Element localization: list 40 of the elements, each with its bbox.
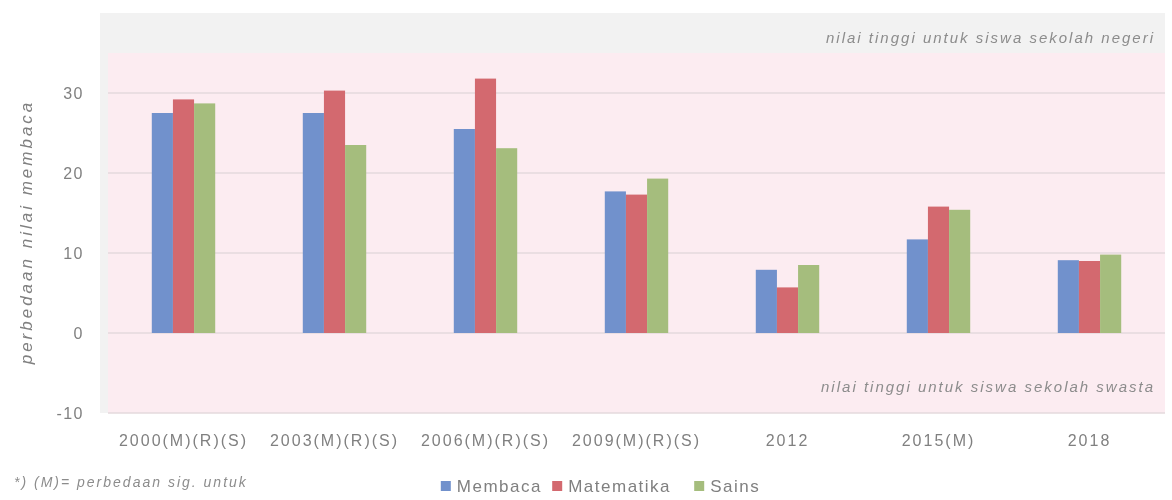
bar <box>194 103 216 333</box>
bar <box>172 99 195 333</box>
x-tick-label: 2000(M)(R)(S) <box>118 431 249 449</box>
y-tick-label: 20 <box>63 164 84 182</box>
bar <box>496 148 518 333</box>
text: *) (M)= perbedaan sig. untuk <box>14 473 248 490</box>
x-tick-label: 2015(M) <box>901 431 976 449</box>
bar <box>474 78 497 333</box>
x-tick-label: 2012 <box>765 431 810 449</box>
bar <box>798 265 820 333</box>
y-tick-label: 0 <box>73 324 84 342</box>
bar <box>302 113 324 333</box>
x-tick-label: 2006(M)(R)(S) <box>420 431 551 449</box>
x-tick-label: 2009(M)(R)(S) <box>571 431 702 449</box>
y-axis-title: perbedaan nilai membaca <box>17 99 36 366</box>
bar <box>625 194 648 333</box>
annotation: nilai tinggi untuk siswa sekolah negeri <box>826 29 1155 47</box>
bar <box>345 145 367 333</box>
bar <box>927 206 950 333</box>
y-tick-label: -10 <box>56 404 84 422</box>
annotation: nilai tinggi untuk siswa sekolah swasta <box>821 378 1155 396</box>
bar <box>1100 254 1122 333</box>
bar <box>151 113 173 333</box>
bar <box>755 269 777 333</box>
bar <box>1078 261 1101 333</box>
y-tick-label: 30 <box>63 84 84 102</box>
legend-label: Membaca <box>456 476 542 496</box>
bar <box>776 287 799 333</box>
bar <box>323 90 346 333</box>
bar <box>647 178 669 333</box>
legend-label: Matematika <box>568 476 672 496</box>
bar <box>949 209 971 333</box>
y-tick-label: 10 <box>63 244 84 262</box>
bar <box>906 239 928 333</box>
x-tick-label: 2003(M)(R)(S) <box>269 431 400 449</box>
bar <box>1057 260 1079 333</box>
bar <box>453 129 475 333</box>
bar <box>604 191 626 333</box>
x-tick-label: 2018 <box>1067 431 1112 449</box>
legend-label: Sains <box>710 476 761 496</box>
